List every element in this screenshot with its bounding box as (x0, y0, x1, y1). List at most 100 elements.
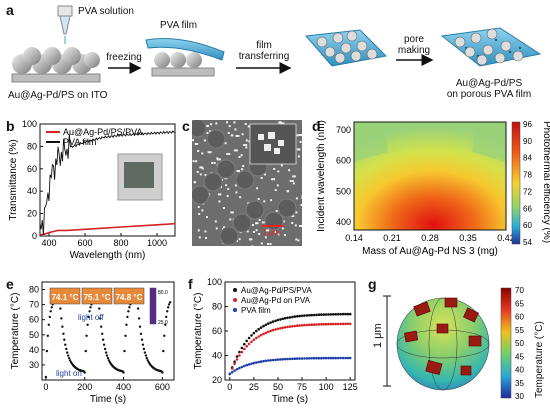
data-point (281, 317, 285, 321)
y-tick-label: 80 (29, 285, 39, 295)
data-point (259, 333, 263, 337)
data-point (238, 366, 241, 370)
data-point (146, 359, 149, 362)
sem-particle (277, 233, 280, 236)
sem-particle (215, 227, 218, 230)
sem-particle (228, 153, 231, 155)
inset-film (124, 162, 154, 188)
sem-particle (274, 231, 277, 233)
y-tick-label: 400 (336, 217, 351, 227)
sem-particle (204, 230, 207, 233)
sem-particle (278, 121, 281, 124)
sem-image (192, 120, 302, 246)
data-point (255, 361, 258, 364)
data-point (276, 358, 280, 361)
data-point (233, 360, 236, 363)
legend-marker (233, 298, 237, 302)
data-point (305, 323, 309, 327)
data-point (122, 371, 125, 374)
y-tick-label: 60 (29, 315, 39, 325)
data-point (125, 323, 128, 326)
data-point (168, 301, 172, 304)
data-point (344, 356, 347, 360)
data-point (64, 343, 67, 346)
sem-particle (206, 216, 208, 218)
data-point (300, 314, 304, 318)
sem-sphere (203, 172, 223, 192)
data-point (305, 357, 309, 360)
data-point (104, 351, 108, 354)
sem-particle (280, 164, 283, 167)
sem-particle (226, 195, 229, 197)
panel-f-label: f (188, 276, 193, 292)
data-point (240, 346, 244, 350)
sem-particle (216, 157, 219, 160)
sem-particle (218, 200, 221, 203)
data-point (83, 371, 86, 374)
sem-particle (203, 139, 206, 142)
data-point (281, 326, 285, 330)
panel-g-scale-label: 1 μm (372, 323, 384, 348)
sem-particle (256, 187, 259, 190)
data-point (288, 316, 292, 319)
colorbar-tick-label: 55 (515, 326, 524, 335)
series-line (39, 222, 176, 236)
pva-solution-label: PVA solution (78, 6, 134, 17)
data-point (267, 330, 270, 334)
data-point (60, 317, 63, 320)
data-point (62, 332, 65, 335)
data-point (293, 324, 297, 328)
y-tick-label: 500 (336, 186, 351, 196)
data-point (286, 357, 289, 361)
y-tick-label: 80 (27, 141, 37, 151)
sem-particle (234, 184, 237, 187)
sem-particle (196, 143, 199, 145)
data-point (250, 334, 253, 337)
data-point (269, 359, 272, 362)
data-point (100, 325, 103, 328)
data-point (250, 340, 253, 343)
data-point (161, 371, 164, 374)
sem-particle (295, 211, 298, 214)
panel-a-schematic (11, 5, 542, 83)
data-point (124, 334, 127, 337)
legend-label: PVA film (63, 137, 96, 147)
sem-particle (277, 170, 280, 173)
data-point (298, 357, 301, 360)
data-point (61, 325, 64, 328)
sem-particle (293, 175, 296, 178)
y-axis-label: Incident wavelength (nm) (316, 120, 327, 232)
panel-d-label: d (312, 118, 321, 134)
x-tick-label: 0 (227, 382, 232, 392)
data-point (101, 338, 105, 341)
data-point (123, 349, 126, 353)
data-point (230, 367, 234, 370)
sem-particle (200, 166, 203, 169)
thermal-temp-label: 75.1 °C (84, 293, 111, 302)
data-point (138, 325, 142, 328)
colorbar-tick-label: 40 (515, 366, 524, 375)
data-point (238, 350, 241, 354)
sem-particle (300, 204, 302, 206)
data-point (245, 339, 248, 343)
sem-particle (253, 231, 255, 233)
data-point (332, 356, 335, 360)
sem-particle (300, 134, 302, 136)
data-point (87, 315, 90, 319)
sem-particle (201, 167, 204, 170)
data-point (264, 359, 268, 363)
sem-particle (236, 170, 239, 172)
data-point (276, 327, 280, 331)
data-point (332, 322, 335, 326)
sem-particle (198, 236, 201, 239)
data-point (324, 322, 328, 326)
data-point (166, 310, 169, 313)
sem-particle (269, 243, 272, 245)
data-point (257, 360, 260, 364)
sem-sphere (235, 170, 255, 190)
data-point (105, 354, 109, 357)
data-point (310, 357, 313, 360)
sem-sphere (206, 129, 226, 149)
colorbar (511, 121, 521, 245)
data-point (271, 358, 275, 362)
